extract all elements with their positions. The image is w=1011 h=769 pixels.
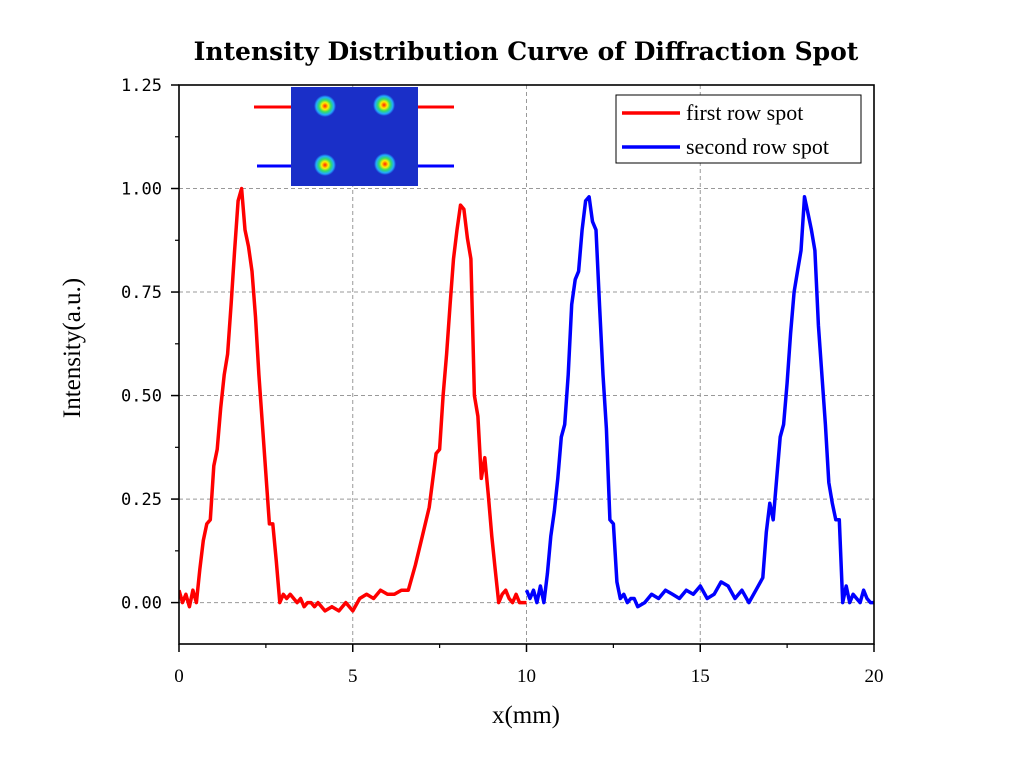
y-tick-label: 0.50 [121,387,162,407]
series-line-first-row-spot [179,186,527,613]
y-tick-label: 0.25 [121,490,162,510]
y-tick-label: 1.00 [121,180,162,200]
axis-ticks: 0.00 0.25 0.50 0.75 1.00 1.25 0 5 10 15 20 [121,76,883,687]
grid [179,85,874,644]
x-tick-label: 10 [517,666,536,687]
legend-box [615,94,862,164]
y-tick-label: 1.25 [121,76,162,96]
y-tick-label: 0.00 [121,594,162,614]
x-tick-label: 20 [865,666,884,687]
series-line-second-row-spot [524,195,874,609]
x-axis-label: x(mm) [492,702,560,729]
inset-spot-4 [374,153,396,175]
y-axis-label: Intensity(a.u.) [59,278,86,418]
inset-spot-1 [314,95,336,117]
plot-lines [179,186,874,613]
y-tick-label: 0.75 [121,283,162,303]
x-tick-label: 5 [348,666,358,687]
chart-title: Intensity Distribution Curve of Diffract… [194,37,859,66]
inset-spot-2 [373,94,395,116]
legend-label-second-row: second row spot [686,134,829,159]
legend-label-first-row: first row spot [686,100,803,125]
plot-frame [178,84,875,645]
inset-image [254,87,454,186]
inset-spot-3 [314,154,336,176]
legend: first row spot second row spot [615,94,862,164]
x-tick-label: 0 [174,666,184,687]
inset-background [291,87,418,186]
x-tick-label: 15 [691,666,710,687]
